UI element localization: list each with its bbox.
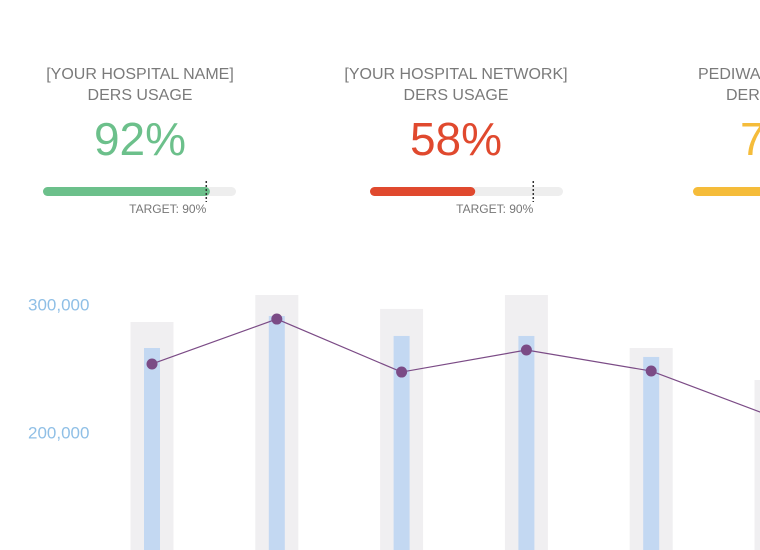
- line-point: [520, 344, 532, 356]
- kpi-value: 7: [740, 113, 760, 165]
- target-label: TARGET: 90%: [129, 202, 206, 216]
- line-point: [271, 313, 283, 325]
- kpi-title: DERS USAGE: [404, 87, 509, 104]
- bar: [518, 335, 535, 550]
- kpi-title: DERS USAGE: [88, 87, 193, 104]
- bar: [144, 347, 160, 550]
- y-tick-label: 300,000: [28, 295, 89, 314]
- kpi-value: 58%: [410, 113, 502, 165]
- bar: [268, 315, 285, 550]
- line-point: [645, 365, 657, 377]
- bar: [643, 356, 660, 550]
- kpi-title: [YOUR HOSPITAL NAME]: [46, 66, 234, 83]
- y-tick-label: 200,000: [28, 423, 89, 442]
- kpi-title: [YOUR HOSPITAL NETWORK]: [344, 66, 567, 83]
- progress-bar: [370, 187, 476, 196]
- kpi-title: DERS: [726, 87, 760, 104]
- target-label: TARGET: 90%: [456, 202, 533, 216]
- line-point: [396, 366, 408, 378]
- bar: [393, 335, 410, 550]
- progress-bar: [693, 187, 760, 196]
- bar: [754, 379, 760, 550]
- line: [151, 318, 760, 413]
- kpi-title: PEDIWA: [698, 66, 760, 83]
- progress-bar: [43, 187, 210, 196]
- line-point: [146, 358, 158, 370]
- kpi-value: 92%: [94, 113, 186, 165]
